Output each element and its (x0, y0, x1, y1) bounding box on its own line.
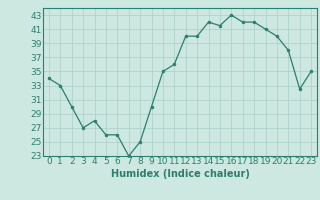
X-axis label: Humidex (Indice chaleur): Humidex (Indice chaleur) (111, 169, 249, 179)
